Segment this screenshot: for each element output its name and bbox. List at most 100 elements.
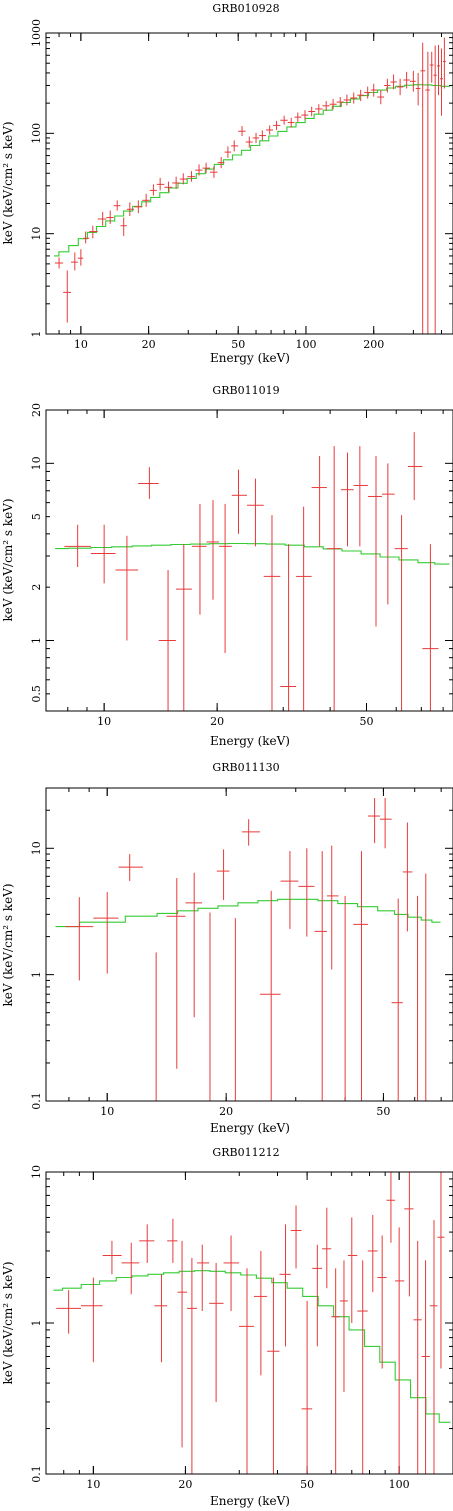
data-point: [175, 544, 192, 711]
y-tick-label: 10: [30, 1165, 43, 1179]
data-point: [263, 515, 281, 711]
data-point: [420, 42, 426, 334]
y-tick-label: 10: [30, 227, 43, 241]
data-point: [64, 524, 91, 567]
data-point: [63, 270, 72, 323]
data-point: [115, 535, 139, 641]
data-point: [339, 1260, 348, 1392]
data-point: [54, 257, 64, 269]
x-axis-label: Energy (keV): [210, 1494, 290, 1508]
data-point: [429, 1220, 438, 1474]
data-point: [120, 217, 127, 236]
y-tick-label: 1: [30, 1320, 43, 1327]
data-point: [267, 1277, 280, 1474]
data-point: [266, 125, 274, 135]
data-point: [71, 252, 78, 271]
y-tick-label: 2: [30, 584, 43, 591]
data-point: [407, 432, 423, 501]
data-point: [338, 895, 354, 1102]
data-point: [442, 37, 446, 89]
data-point: [367, 455, 382, 627]
data-point: [350, 92, 358, 104]
data-point: [185, 872, 203, 1018]
data-point: [83, 231, 90, 244]
data-point: [384, 78, 391, 93]
data-point: [93, 892, 119, 974]
y-axis-label: keV (keV/cm² s keV): [1, 498, 15, 621]
data-point: [322, 101, 330, 111]
data-point: [209, 1262, 224, 1402]
data-point: [231, 469, 247, 534]
data-point: [326, 446, 341, 711]
data-point: [377, 1235, 387, 1369]
data-point: [367, 1214, 378, 1293]
data-point: [421, 873, 430, 1102]
data-point: [106, 210, 114, 224]
data-point: [253, 1250, 268, 1376]
data-point: [166, 878, 186, 1069]
data-point: [311, 455, 327, 547]
data-point: [370, 83, 378, 97]
x-tick-label: 20: [210, 715, 224, 728]
data-point: [280, 544, 297, 711]
y-tick-label: 0.5: [30, 685, 43, 703]
data-point: [301, 1300, 313, 1474]
data-point: [415, 72, 421, 106]
data-point: [224, 146, 232, 158]
data-point: [65, 897, 94, 981]
y-tick-label: 100: [30, 123, 43, 144]
panel-title: GRB010928: [212, 2, 279, 15]
data-point: [329, 98, 337, 110]
x-tick-label: 100: [389, 1478, 410, 1491]
data-point: [421, 1260, 430, 1474]
data-point: [425, 51, 430, 334]
data-point: [210, 166, 218, 178]
data-point: [287, 117, 295, 128]
x-axis-label: Energy (keV): [210, 734, 290, 748]
x-tick-label: 10: [100, 1105, 114, 1118]
data-point: [298, 848, 315, 937]
data-point: [402, 822, 413, 932]
data-point: [368, 798, 380, 844]
panel-title: GRB011019: [212, 384, 279, 397]
data-point: [379, 798, 392, 849]
data-point: [149, 184, 157, 196]
data-point: [322, 1207, 332, 1289]
data-point: [245, 136, 253, 148]
data-point: [377, 90, 385, 105]
x-tick-label: 10: [74, 338, 88, 351]
data-point: [231, 140, 239, 152]
data-point: [312, 1244, 323, 1347]
model-curve: [54, 84, 451, 257]
x-tick-label: 50: [376, 1105, 390, 1118]
data-point: [391, 898, 403, 1101]
data-point: [396, 78, 404, 96]
y-axis-label: keV (keV/cm² s keV): [1, 883, 15, 1006]
x-tick-label: 100: [295, 338, 316, 351]
data-point: [142, 952, 167, 1102]
plot-frame: [45, 409, 453, 712]
x-axis-label: Energy (keV): [210, 1121, 290, 1135]
x-tick-label: 50: [360, 715, 374, 728]
data-point: [395, 1227, 405, 1474]
data-point: [381, 463, 395, 605]
data-point: [437, 1172, 445, 1369]
data-point: [386, 1172, 396, 1243]
data-point: [314, 851, 327, 1101]
data-point: [252, 132, 260, 144]
model-curve: [53, 1270, 451, 1423]
data-point: [90, 524, 116, 584]
data-point: [340, 452, 354, 547]
x-tick-label: 50: [231, 338, 245, 351]
y-axis-label: keV (keV/cm² s keV): [1, 1261, 15, 1384]
data-point: [403, 71, 410, 89]
panel-grb011130: GRB011130 10 20 50 0.1 1 10 Energy (keV) keV …: [1, 761, 453, 1135]
data-point: [412, 895, 422, 1102]
data-point: [259, 130, 267, 141]
data-point: [191, 503, 207, 615]
data-point: [301, 110, 309, 120]
data-point: [357, 1260, 368, 1474]
data-point: [97, 211, 107, 226]
